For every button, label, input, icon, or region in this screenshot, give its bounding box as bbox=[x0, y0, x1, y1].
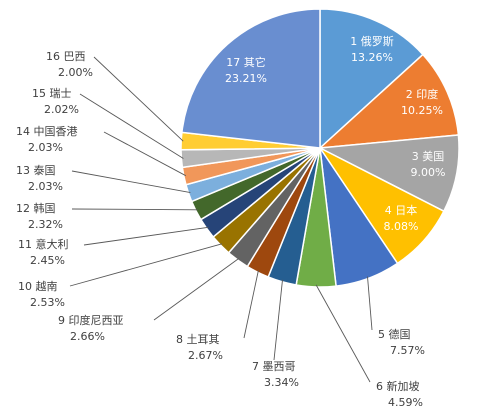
slice-percent-label: 9.00% bbox=[411, 166, 446, 179]
slice-percent-label: 13.26% bbox=[351, 51, 393, 64]
slice-label-9: 9 印度尼西亚 2.66% bbox=[58, 258, 240, 343]
slice-percent-label: 3.34% bbox=[264, 376, 299, 389]
slice-label-16: 16 巴西 2.00% bbox=[46, 50, 184, 142]
slice-label-15: 15 瑞士 2.02% bbox=[32, 86, 184, 159]
leader-line bbox=[79, 93, 184, 159]
slice-label-12: 12 韩国 2.32% bbox=[16, 201, 198, 231]
leader-line bbox=[83, 226, 209, 246]
slice-percent-label: 23.21% bbox=[225, 72, 267, 85]
leader-line bbox=[243, 270, 259, 339]
slice-name-label: 2 印度 bbox=[406, 87, 439, 101]
slice-percent-label: 2.45% bbox=[30, 254, 65, 267]
slice-label-8: 8 土耳其 2.67% bbox=[176, 270, 259, 362]
slice-name-label: 13 泰国 bbox=[16, 163, 56, 177]
slice-label-14: 14 中国香港 2.03% bbox=[16, 125, 187, 177]
slice-label-1: 1 俄罗斯 13.26% bbox=[350, 35, 394, 64]
slice-label-5: 5 德国 7.57% bbox=[367, 276, 425, 357]
slice-name-label: 16 巴西 bbox=[46, 50, 86, 63]
leader-line bbox=[69, 243, 223, 287]
slice-name-label: 8 土耳其 bbox=[176, 333, 220, 346]
slice-label-7: 7 墨西哥 3.34% bbox=[252, 279, 299, 389]
slice-label-10: 10 越南 2.53% bbox=[18, 243, 223, 309]
slice-percent-label: 8.08% bbox=[384, 220, 419, 233]
leader-line bbox=[315, 284, 371, 383]
slice-name-label: 15 瑞士 bbox=[32, 86, 72, 100]
slice-percent-label: 2.32% bbox=[28, 218, 63, 231]
slice-percent-label: 2.03% bbox=[28, 141, 63, 154]
slice-label-13: 13 泰国 2.03% bbox=[16, 163, 191, 194]
slice-percent-label: 7.57% bbox=[390, 344, 425, 357]
slice-name-label: 5 德国 bbox=[378, 327, 411, 341]
slice-percent-label: 2.53% bbox=[30, 296, 65, 309]
pie-slice-1 bbox=[319, 8, 424, 150]
slice-name-label: 6 新加坡 bbox=[376, 379, 420, 393]
slice-percent-label: 2.00% bbox=[58, 66, 93, 79]
slice-name-label: 9 印度尼西亚 bbox=[58, 313, 124, 327]
pie-slice-2 bbox=[317, 53, 460, 149]
leader-line bbox=[153, 258, 240, 321]
slice-name-label: 3 美国 bbox=[412, 150, 445, 163]
slice-percent-label: 2.67% bbox=[188, 349, 223, 362]
slice-percent-label: 10.25% bbox=[401, 104, 443, 117]
leader-line bbox=[273, 279, 283, 361]
slice-label-3: 3 美国 9.00% bbox=[411, 150, 446, 179]
pie-slice-17 bbox=[181, 8, 321, 149]
slice-name-label: 10 越南 bbox=[18, 279, 58, 293]
leader-line bbox=[71, 170, 191, 194]
slice-name-label: 14 中国香港 bbox=[16, 125, 78, 138]
slice-label-6: 6 新加坡 4.59% bbox=[315, 284, 423, 409]
slice-percent-label: 2.03% bbox=[28, 180, 63, 193]
slice-label-11: 11 意大利 2.45% bbox=[18, 226, 209, 267]
slice-name-label: 1 俄罗斯 bbox=[350, 35, 394, 48]
slice-name-label: 12 韩国 bbox=[16, 201, 56, 215]
leader-line bbox=[93, 56, 184, 142]
slice-percent-label: 2.02% bbox=[44, 103, 79, 116]
slice-percent-label: 2.66% bbox=[70, 330, 105, 343]
slice-percent-label: 4.59% bbox=[388, 396, 423, 409]
slice-name-label: 11 意大利 bbox=[18, 237, 69, 251]
leader-line bbox=[103, 131, 187, 177]
leader-line bbox=[367, 276, 373, 331]
slice-name-label: 7 墨西哥 bbox=[252, 360, 296, 373]
slice-label-4: 4 日本 8.08% bbox=[384, 203, 419, 233]
slice-label-2: 2 印度 10.25% bbox=[401, 87, 443, 117]
slice-name-label: 17 其它 bbox=[226, 55, 266, 69]
leader-line bbox=[71, 208, 198, 211]
slice-label-17: 17 其它 23.21% bbox=[225, 55, 267, 85]
slice-name-label: 4 日本 bbox=[385, 203, 418, 217]
